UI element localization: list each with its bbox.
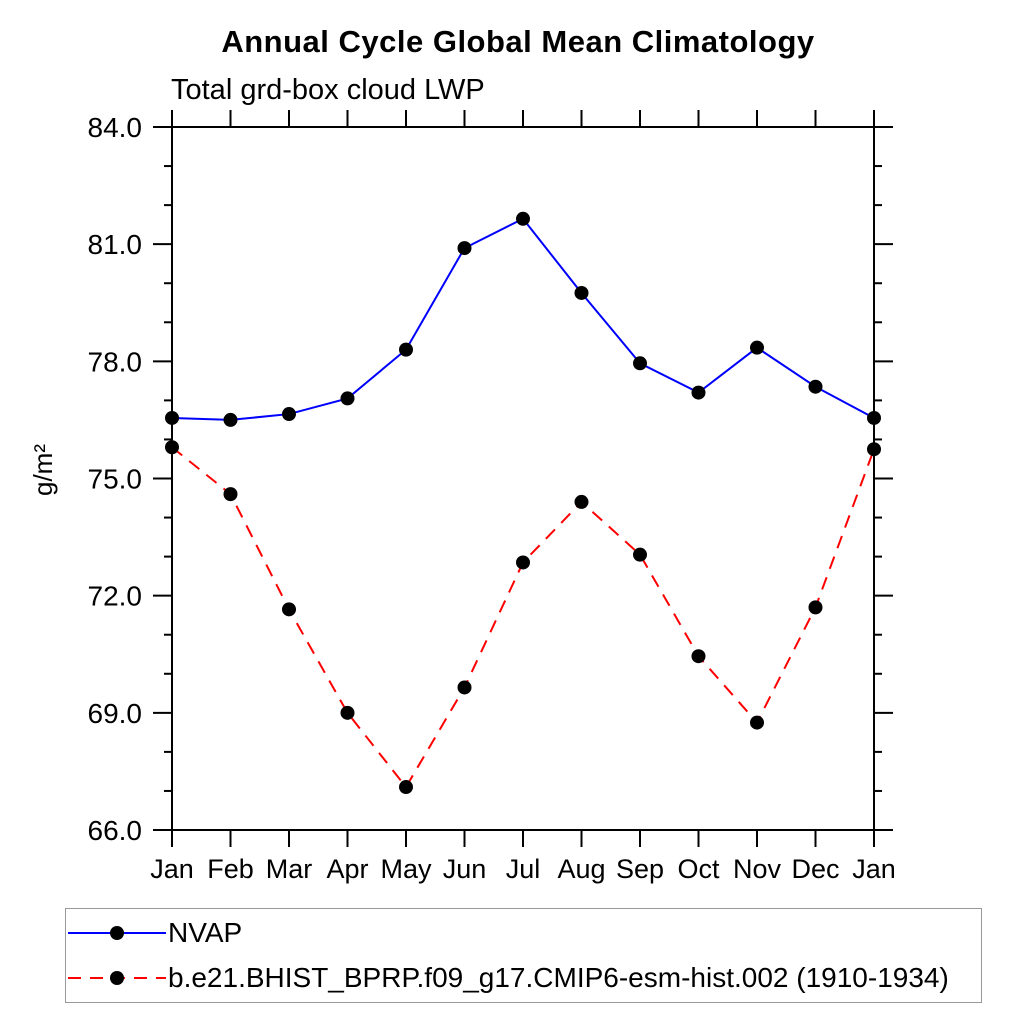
x-tick-label: Apr — [326, 854, 368, 884]
legend-item-model: b.e21.BHIST_BPRP.f09_g17.CMIP6-esm-hist.… — [66, 956, 981, 1000]
data-point — [808, 600, 823, 615]
data-point — [457, 241, 472, 256]
legend-marker-icon — [110, 925, 124, 940]
legend-marker-icon — [110, 971, 124, 986]
chart-subtitle: Total grd-box cloud LWP — [171, 74, 485, 106]
x-tick-label: Jun — [443, 854, 487, 884]
x-tick-label: Jan — [150, 854, 194, 884]
data-point — [867, 410, 881, 425]
x-tick-label: Dec — [791, 854, 839, 884]
data-point — [399, 342, 413, 357]
data-point — [340, 705, 355, 720]
data-point — [691, 649, 706, 664]
series-line-0 — [171, 217, 875, 421]
x-tick-label: Nov — [733, 854, 782, 884]
legend: NVAP b.e21.BHIST_BPRP.f09_g17.CMIP6-esm-… — [65, 908, 982, 1003]
x-tick-label: Jan — [852, 854, 896, 884]
y-tick-label: 69.0 — [88, 698, 143, 729]
legend-label-model: b.e21.BHIST_BPRP.f09_g17.CMIP6-esm-hist.… — [168, 962, 949, 994]
series-line-1 — [171, 446, 875, 789]
data-point — [457, 680, 472, 695]
legend-line-sample-dashed-red — [68, 971, 166, 986]
data-point — [223, 487, 238, 502]
data-point — [165, 440, 179, 455]
data-point — [574, 285, 589, 300]
data-point — [691, 385, 706, 400]
y-tick-label: 84.0 — [88, 112, 143, 143]
data-point — [750, 340, 764, 355]
data-point — [516, 211, 530, 226]
y-tick-label: 72.0 — [88, 581, 143, 612]
data-point — [165, 410, 179, 425]
x-tick-label: Jul — [506, 854, 541, 884]
data-point — [867, 442, 881, 457]
y-tick-label: 81.0 — [88, 229, 143, 260]
data-point — [633, 356, 647, 371]
data-point — [633, 547, 647, 562]
data-point — [516, 555, 530, 570]
data-point — [399, 780, 413, 795]
y-tick-label: 66.0 — [88, 815, 143, 846]
data-point — [223, 412, 238, 427]
data-point — [574, 494, 589, 509]
legend-line-sample-solid-blue — [68, 925, 166, 940]
legend-item-nvap: NVAP — [66, 911, 981, 955]
y-tick-label: 75.0 — [88, 464, 143, 495]
data-point — [282, 407, 296, 422]
y-tick-label: 78.0 — [88, 346, 143, 377]
x-tick-label: Oct — [677, 854, 720, 884]
legend-label-nvap: NVAP — [168, 916, 243, 948]
data-point — [340, 391, 355, 406]
data-point — [808, 379, 823, 394]
chart-title: Annual Cycle Global Mean Climatology — [221, 24, 815, 59]
x-tick-label: Sep — [616, 854, 664, 884]
x-tick-label: Feb — [207, 854, 254, 884]
data-point — [282, 602, 296, 617]
x-tick-label: Aug — [557, 854, 605, 884]
x-tick-label: Mar — [266, 854, 313, 884]
data-point — [750, 715, 764, 730]
x-tick-label: May — [380, 854, 432, 884]
y-axis-label: g/m² — [28, 444, 58, 496]
